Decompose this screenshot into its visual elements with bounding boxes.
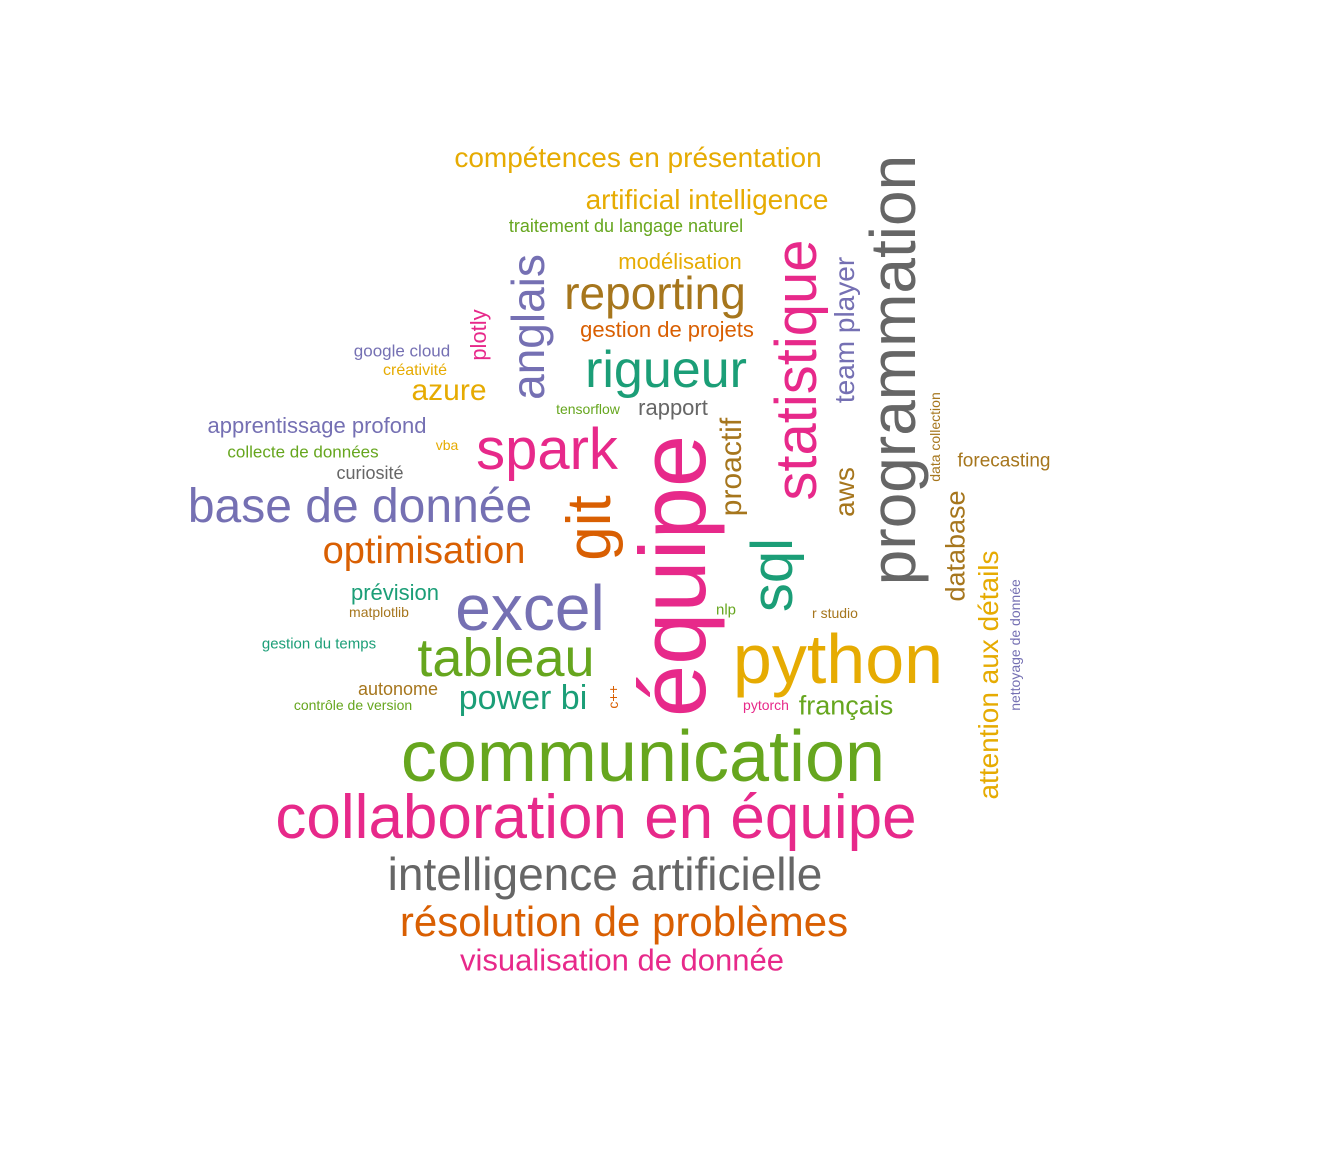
word-competences-en-presentation: compétences en présentation bbox=[454, 142, 822, 173]
word-reporting: reporting bbox=[564, 267, 746, 319]
word-tensorflow: tensorflow bbox=[556, 401, 620, 417]
word-git: git bbox=[555, 495, 624, 561]
word-vba: vba bbox=[435, 437, 459, 453]
word-azure: azure bbox=[411, 374, 487, 407]
word-data-collection: data collection bbox=[927, 392, 943, 482]
word-gestion-de-projets: gestion de projets bbox=[580, 317, 754, 342]
word-r-studio: r studio bbox=[812, 605, 858, 621]
word-nlp: nlp bbox=[715, 601, 737, 619]
word-tableau: tableau bbox=[417, 628, 595, 688]
word-collaboration-en-equipe: collaboration en équipe bbox=[275, 783, 917, 852]
word-prevision: prévision bbox=[350, 580, 440, 605]
word-optimisation: optimisation bbox=[322, 530, 526, 572]
word-communication: communication bbox=[400, 717, 886, 797]
word-controle-de-version: contrôle de version bbox=[293, 697, 413, 713]
word-programmation: programmation bbox=[857, 154, 929, 586]
word-matplotlib: matplotlib bbox=[349, 604, 409, 620]
word-equipe: équipe bbox=[620, 434, 725, 718]
word-artificial-intelligence: artificial intelligence bbox=[585, 184, 829, 215]
word-python: python bbox=[732, 620, 944, 698]
word-pytorch: pytorch bbox=[743, 697, 789, 713]
word-aws: aws bbox=[829, 467, 860, 517]
word-visualisation-de-donnee: visualisation de donnée bbox=[459, 942, 785, 978]
word-excel: excel bbox=[455, 572, 605, 644]
word-rapport: rapport bbox=[638, 395, 708, 420]
word-cpp: c++ bbox=[605, 685, 621, 709]
word-curiosite: curiosité bbox=[336, 463, 404, 483]
word-base-de-donnee: base de donnée bbox=[187, 480, 533, 533]
word-forecasting: forecasting bbox=[957, 450, 1051, 472]
word-francais: français bbox=[798, 690, 894, 721]
word-collecte-de-donnees: collecte de données bbox=[227, 442, 379, 462]
word-nettoyage-de-donnee: nettoyage de donnée bbox=[1007, 579, 1023, 711]
word-google-cloud: google cloud bbox=[353, 341, 451, 361]
word-plotly: plotly bbox=[466, 309, 491, 361]
word-traitement-du-langage-naturel: traitement du langage naturel bbox=[508, 216, 744, 236]
word-team-player: team player bbox=[829, 256, 860, 404]
word-power-bi: power bi bbox=[458, 679, 588, 717]
word-resolution-de-problemes: résolution de problèmes bbox=[399, 898, 849, 945]
word-statistique: statistique bbox=[764, 239, 829, 501]
word-rigueur: rigueur bbox=[585, 341, 747, 399]
word-intelligence-artificielle: intelligence artificielle bbox=[387, 848, 823, 900]
word-attention-aux-details: attention aux détails bbox=[973, 550, 1004, 800]
word-modelisation: modélisation bbox=[618, 249, 742, 274]
word-gestion-du-temps: gestion du temps bbox=[261, 635, 377, 653]
word-sql: sql bbox=[740, 537, 805, 613]
word-apprentissage-profond: apprentissage profond bbox=[207, 413, 427, 438]
word-proactif: proactif bbox=[715, 417, 748, 517]
word-autonome: autonome bbox=[357, 679, 439, 699]
word-anglais: anglais bbox=[502, 254, 554, 400]
word-spark: spark bbox=[476, 417, 618, 482]
word-database: database bbox=[940, 490, 971, 602]
word-creativite: créativité bbox=[382, 362, 448, 379]
